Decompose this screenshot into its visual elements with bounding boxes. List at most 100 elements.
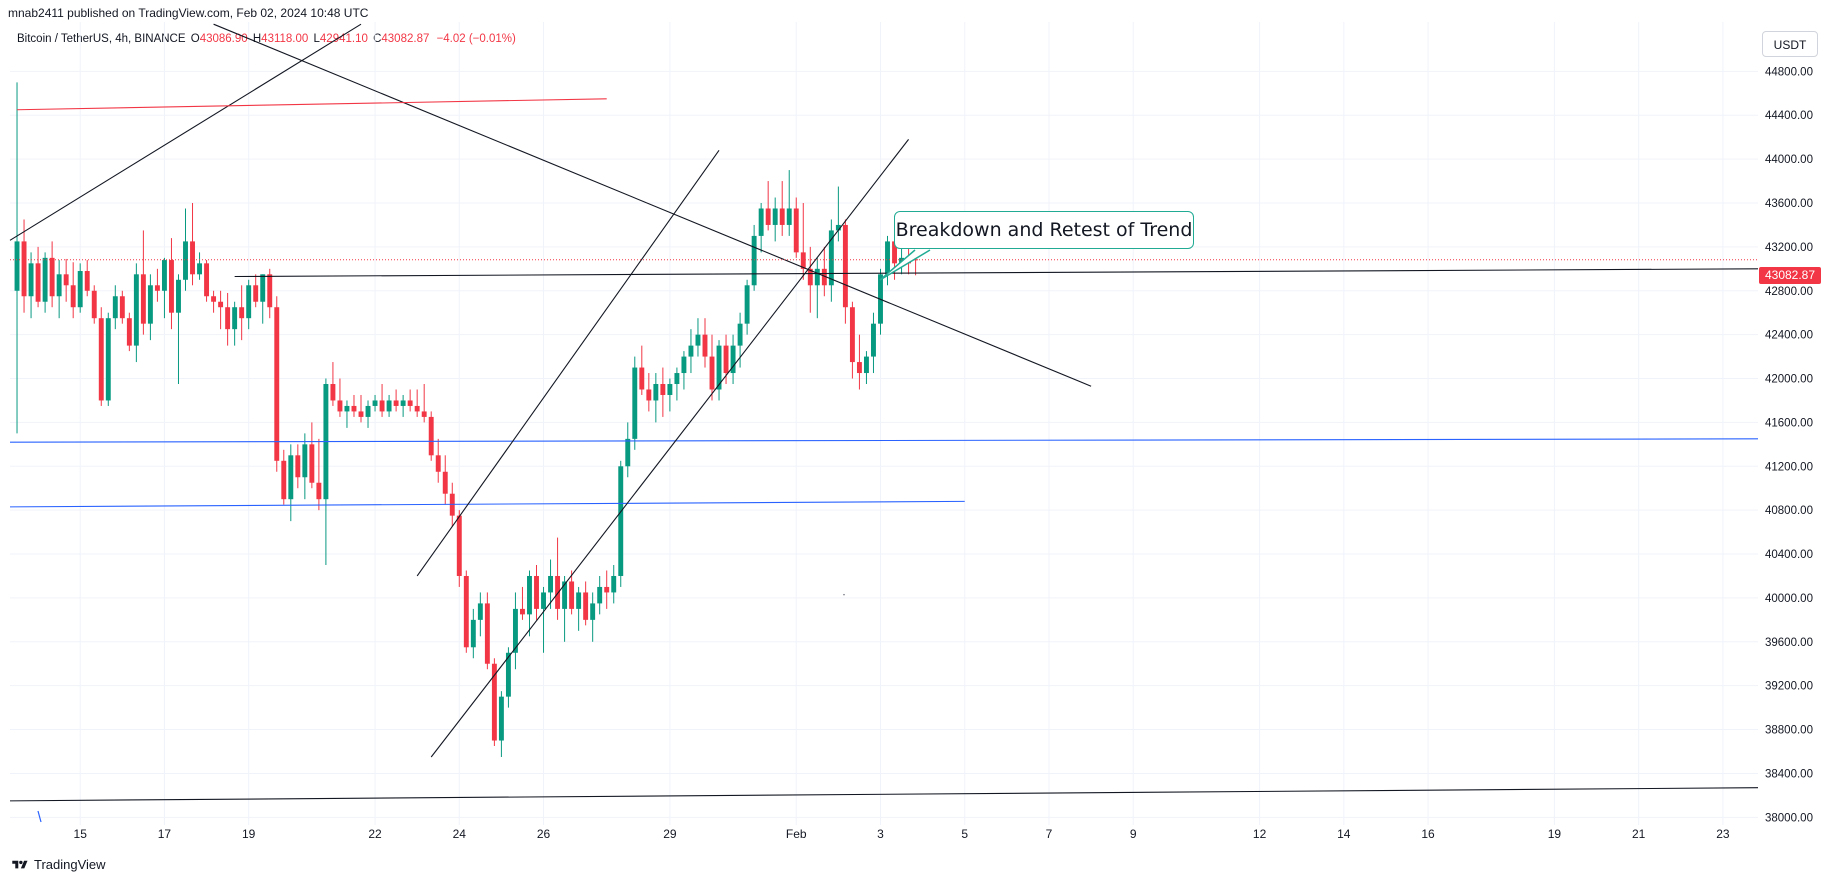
candle-body bbox=[393, 400, 399, 406]
candle-body bbox=[274, 307, 280, 461]
candle-body bbox=[133, 274, 139, 346]
chart-dot bbox=[843, 593, 845, 596]
candle-body bbox=[470, 619, 476, 648]
y-tick-label: 44000.00 bbox=[1765, 154, 1813, 166]
candle bbox=[211, 290, 217, 313]
x-tick-label: 17 bbox=[158, 827, 172, 841]
candle bbox=[56, 260, 62, 319]
annotation-callout[interactable]: Breakdown and Retest of Trend bbox=[894, 211, 1194, 249]
candle-body bbox=[751, 235, 757, 286]
candle-body bbox=[183, 241, 188, 280]
change-value: −4.02 (−0.01%) bbox=[436, 33, 516, 45]
candle bbox=[590, 592, 596, 642]
candle bbox=[814, 257, 820, 319]
candle bbox=[885, 235, 890, 286]
candle-body bbox=[835, 224, 841, 231]
candle-body bbox=[730, 345, 736, 374]
candle bbox=[632, 356, 638, 450]
candle-body bbox=[288, 455, 294, 500]
candle bbox=[84, 260, 90, 297]
x-tick-label: 19 bbox=[1548, 827, 1562, 841]
candles-layer bbox=[14, 82, 919, 757]
candle bbox=[484, 592, 490, 670]
candle-body bbox=[695, 334, 701, 346]
candle bbox=[91, 285, 97, 324]
candle-body bbox=[800, 252, 806, 269]
candle bbox=[667, 378, 673, 412]
candle-body bbox=[365, 405, 371, 417]
x-tick-label: 16 bbox=[1421, 827, 1435, 841]
candle bbox=[49, 241, 55, 308]
x-tick-label: 23 bbox=[1716, 827, 1730, 841]
candle-body bbox=[77, 271, 83, 308]
candle-body bbox=[821, 268, 827, 286]
candle-body bbox=[442, 471, 448, 494]
candle bbox=[744, 279, 750, 335]
candle-body bbox=[126, 318, 132, 346]
candle bbox=[639, 345, 645, 395]
candle-body bbox=[84, 271, 90, 291]
candle bbox=[660, 367, 666, 417]
candle-body bbox=[814, 268, 820, 286]
candle bbox=[604, 570, 610, 609]
candle-body bbox=[456, 515, 462, 576]
candle-body bbox=[863, 356, 869, 374]
candle bbox=[70, 262, 76, 319]
overlay-layer bbox=[10, 249, 1758, 823]
candle-body bbox=[842, 224, 848, 308]
candle-body bbox=[569, 581, 575, 609]
candle bbox=[702, 318, 708, 368]
high-value: 43118.00 bbox=[261, 33, 309, 45]
symbol-name: Bitcoin / TetherUS, 4h, BINANCE bbox=[17, 33, 186, 45]
candle-body bbox=[105, 318, 111, 401]
candle bbox=[344, 400, 350, 428]
candle bbox=[625, 422, 631, 478]
annotation-pointer bbox=[879, 249, 931, 281]
candle bbox=[751, 224, 757, 291]
candle bbox=[520, 586, 525, 620]
candle-body bbox=[618, 466, 624, 576]
y-tick-label: 42400.00 bbox=[1765, 330, 1813, 342]
candle-body bbox=[204, 263, 210, 297]
close-label: C bbox=[373, 33, 382, 45]
candle-body bbox=[597, 586, 603, 604]
candle bbox=[618, 460, 624, 587]
y-tick-label: 38800.00 bbox=[1765, 725, 1813, 737]
trend-line bbox=[9, 500, 965, 508]
candle-body bbox=[358, 411, 364, 417]
candle-body bbox=[512, 608, 518, 653]
candle bbox=[161, 257, 167, 319]
open-label: O bbox=[190, 33, 200, 45]
candle-body bbox=[856, 362, 862, 374]
candle bbox=[379, 384, 385, 417]
candle-body bbox=[786, 208, 792, 225]
publisher-caption: mnab2411 published on TradingView.com, F… bbox=[8, 6, 369, 20]
currency-selector[interactable]: USDT bbox=[1762, 31, 1818, 57]
candle bbox=[835, 186, 841, 242]
candle bbox=[169, 238, 174, 330]
candle-body bbox=[112, 296, 118, 319]
candle bbox=[562, 575, 568, 642]
candle bbox=[140, 230, 146, 335]
candle bbox=[674, 367, 680, 401]
candle bbox=[288, 444, 294, 522]
candle bbox=[21, 219, 27, 313]
candle bbox=[646, 373, 652, 412]
candle-body bbox=[520, 608, 525, 615]
candle bbox=[267, 268, 273, 319]
candle bbox=[372, 394, 378, 412]
footer-brand[interactable]: TradingView bbox=[10, 857, 106, 872]
x-axis-ticks: 15 17 19 22 24 26 29 Feb 3 5 7 9 12 14 16 19 21 23 bbox=[74, 827, 1730, 841]
candle-body bbox=[119, 296, 125, 319]
candle bbox=[63, 258, 69, 302]
candle bbox=[197, 252, 202, 280]
candle bbox=[246, 279, 252, 330]
candle-body bbox=[491, 663, 497, 741]
trend-line bbox=[416, 150, 720, 577]
high-label: H bbox=[252, 33, 262, 45]
price-chart[interactable]: 15 17 19 22 24 26 29 Feb 3 5 7 9 12 14 16 19 21 23 38000.… bbox=[0, 0, 1835, 850]
candle bbox=[386, 394, 392, 417]
candle bbox=[534, 565, 539, 620]
candle-body bbox=[541, 592, 546, 609]
y-tick-label: 41600.00 bbox=[1765, 417, 1813, 429]
